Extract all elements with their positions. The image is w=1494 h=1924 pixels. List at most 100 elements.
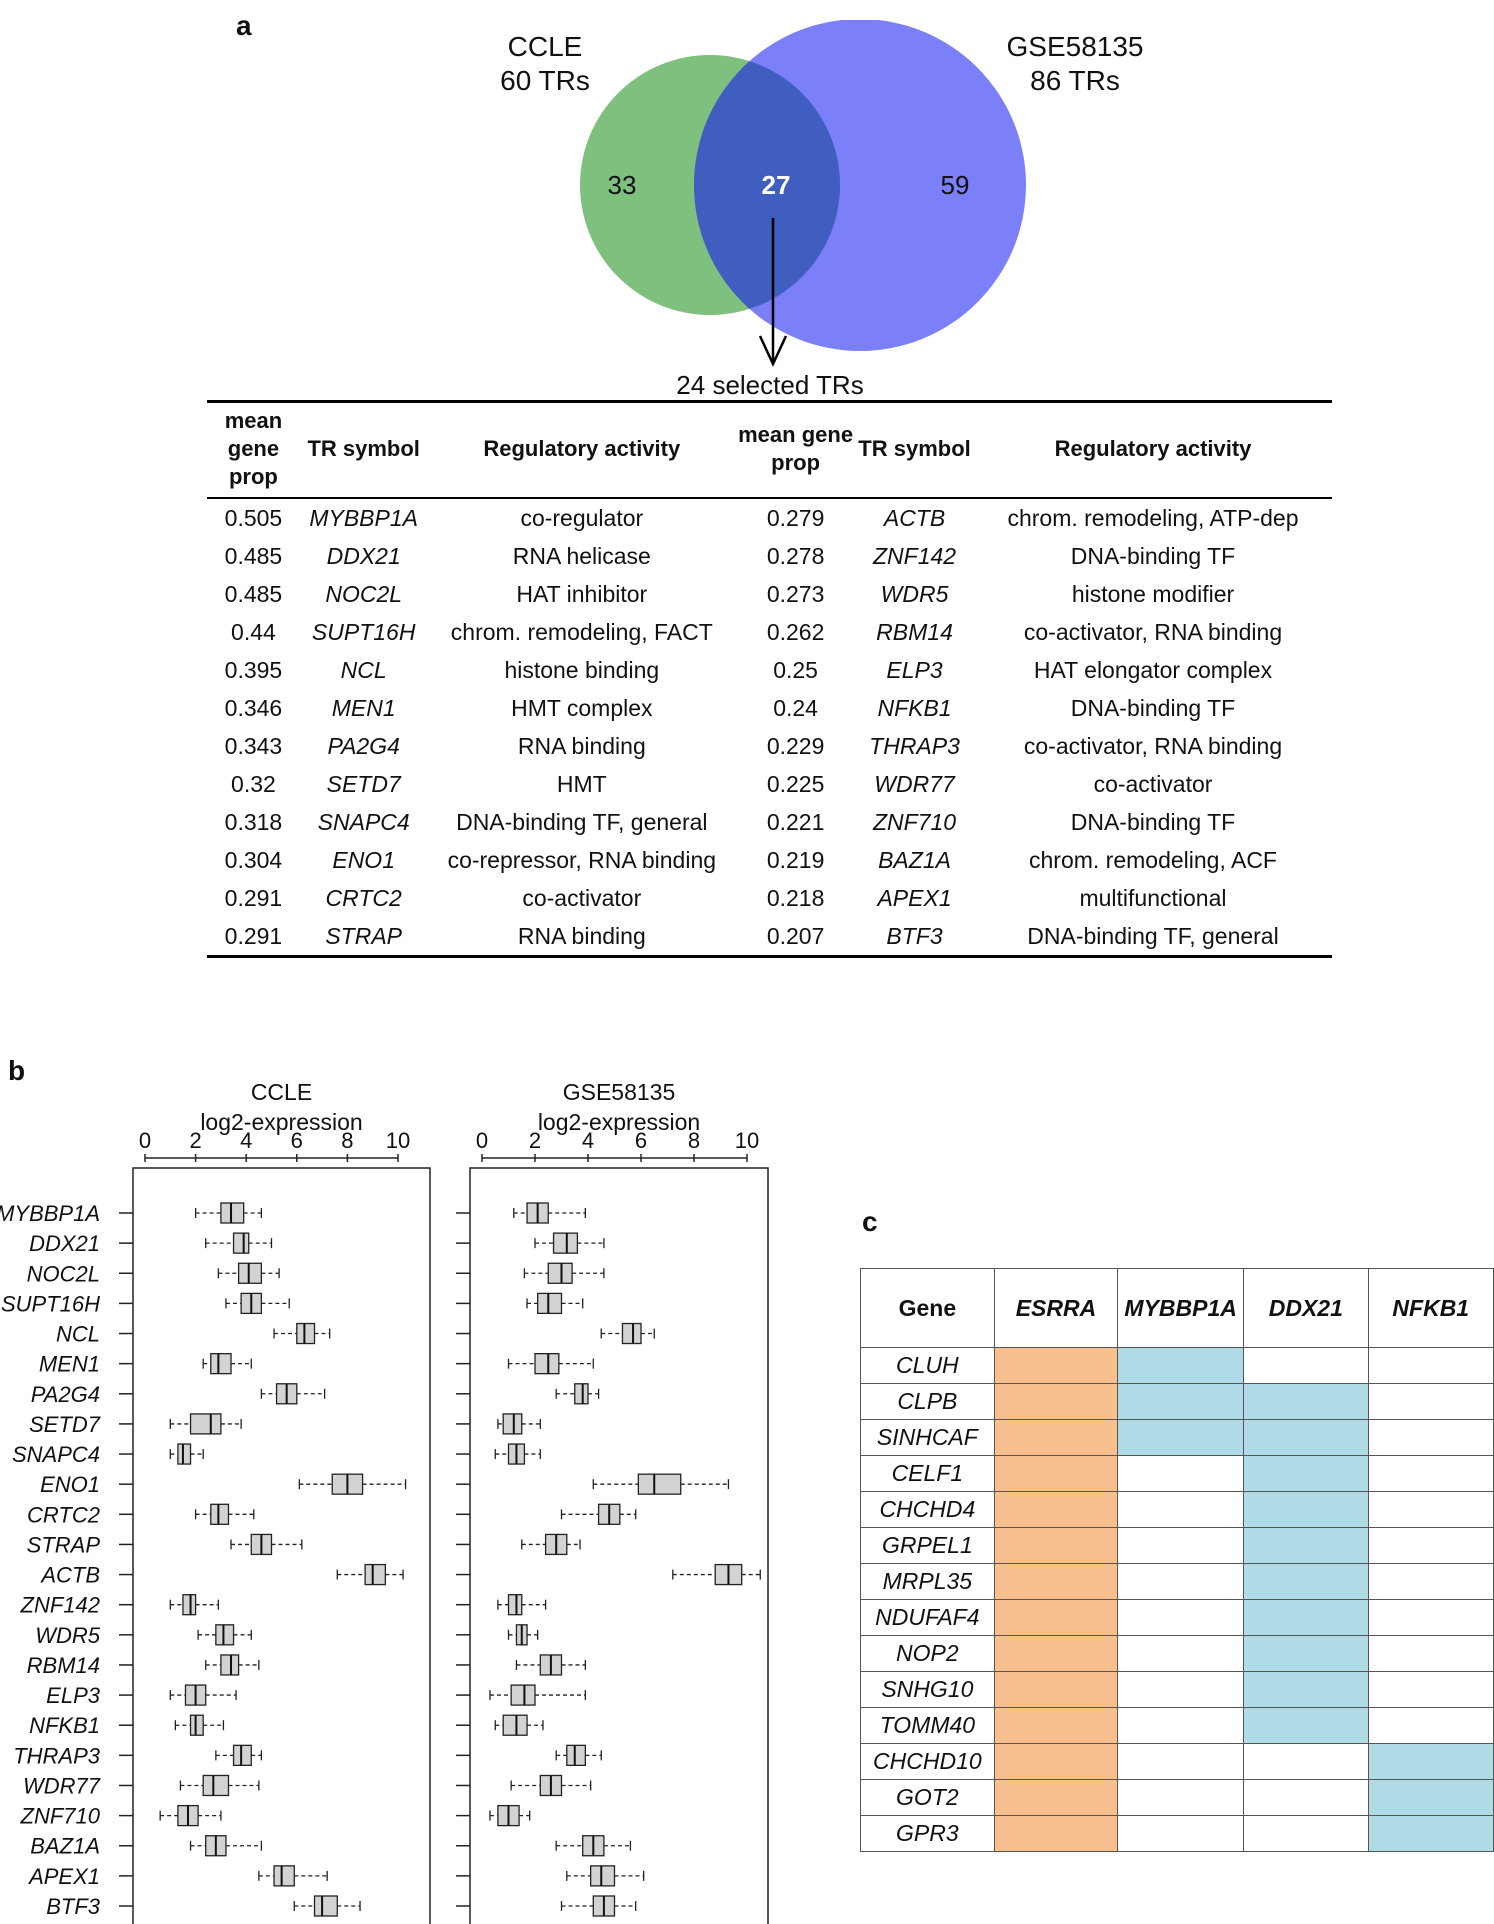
cell-regulatory-activity-2: DNA-binding TF xyxy=(1070,808,1236,835)
boxplot-chart: MYBBP1A DDX21 NOC2L SUPT16H NCL MEN1 PA2G4 SETD… xyxy=(0,1079,769,1924)
boxplot-frame xyxy=(132,1167,431,1924)
boxplot-category-label: MYBBP1A xyxy=(0,1201,100,1226)
cell-tr-symbol: PA2G4 xyxy=(327,732,400,759)
cell-tr-symbol: ENO1 xyxy=(332,846,395,873)
cell-regulatory-activity-2: histone modifier xyxy=(1071,580,1235,607)
target-mark-cell xyxy=(1243,1671,1369,1708)
tr-table-row: 0.395 NCL histone binding 0.25 ELP3 HAT elong… xyxy=(207,651,1332,689)
target-mark-cell xyxy=(993,1779,1119,1816)
target-mark-cell xyxy=(1243,1563,1369,1600)
gene-table-row: CLUH xyxy=(860,1347,1494,1384)
header-tr-symbol-2: TR symbol xyxy=(855,400,974,499)
target-mark-cell xyxy=(1367,1491,1494,1528)
venn-arrow-head xyxy=(758,335,788,367)
target-mark-cell xyxy=(1243,1635,1369,1672)
target-mark-cell xyxy=(1367,1527,1494,1564)
gene-table-row: SNHG10 xyxy=(860,1671,1494,1708)
venn-right-only-count: 59 xyxy=(941,170,970,200)
cell-mean-gene-prop: 0.291 xyxy=(207,917,300,958)
box xyxy=(177,1443,192,1465)
cell-mean-gene-prop-2: 0.25 xyxy=(773,656,818,683)
cell-tr-symbol-2: THRAP3 xyxy=(869,732,960,759)
x-tick-label: 4 xyxy=(240,1128,252,1153)
cell-mean-gene-prop-2: 0.278 xyxy=(766,542,825,569)
tr-table-row: 0.44 SUPT16H chrom. remodeling, FACT 0.262 R… xyxy=(207,613,1332,651)
venn-left-only-count: 33 xyxy=(608,170,637,200)
cell-mean-gene-prop-2: 0.221 xyxy=(766,808,825,835)
cell-tr-symbol: CRTC2 xyxy=(325,884,402,911)
cell-tr-symbol-2: ZNF142 xyxy=(872,542,957,569)
cell-regulatory-activity-2: multifunctional xyxy=(1079,884,1227,911)
tr-table-row: 0.304 ENO1 co-repressor, RNA binding 0.219 B… xyxy=(207,841,1332,879)
tr-table: mean gene prop TR symbol Regulatory acti… xyxy=(207,400,1332,958)
cell-regulatory-activity: RNA binding xyxy=(427,917,737,958)
cell-tr-symbol-2: RBM14 xyxy=(876,618,953,645)
cell-tr-symbol-2: ELP3 xyxy=(886,656,943,683)
tr-table-row: 0.32 SETD7 HMT 0.225 WDR77 co-activator xyxy=(207,765,1332,803)
box xyxy=(232,1232,250,1254)
header-ddx21: DDX21 xyxy=(1243,1268,1369,1348)
gene-table-row: SINHCAF xyxy=(860,1419,1494,1456)
cell-mean-gene-prop: 0.485 xyxy=(224,580,283,607)
boxplot-category-label: SUPT16H xyxy=(1,1291,100,1316)
target-mark-cell xyxy=(1117,1527,1245,1564)
target-mark-cell xyxy=(1117,1563,1245,1600)
cell-tr-symbol: MEN1 xyxy=(331,694,396,721)
target-mark-cell xyxy=(1367,1779,1494,1816)
venn-left-name: CCLE xyxy=(507,31,583,62)
boxplot-category-label: BTF3 xyxy=(46,1894,101,1919)
tr-table-row: 0.291 CRTC2 co-activator 0.218 APEX1 multifun… xyxy=(207,879,1332,917)
target-mark-cell xyxy=(993,1671,1119,1708)
target-mark-cell xyxy=(993,1347,1119,1384)
target-mark-cell xyxy=(1367,1707,1494,1744)
box xyxy=(502,1413,523,1435)
target-mark-cell xyxy=(1117,1491,1245,1528)
target-mark-cell xyxy=(993,1383,1119,1420)
panel-c-label: c xyxy=(862,1206,878,1237)
target-mark-cell xyxy=(1117,1419,1245,1456)
boxplot-category-label: SETD7 xyxy=(29,1412,101,1437)
gene-name-cell: GOT2 xyxy=(860,1779,995,1816)
box xyxy=(189,1413,222,1435)
boxplot-category-label: DDX21 xyxy=(29,1231,100,1256)
cell-regulatory-activity: co-repressor, RNA binding xyxy=(447,846,717,873)
target-mark-cell xyxy=(1117,1455,1245,1492)
header-mean-gene-prop: mean gene prop xyxy=(207,400,300,499)
venn-right-name: GSE58135 xyxy=(1006,31,1144,62)
target-mark-cell xyxy=(1243,1491,1369,1528)
target-mark-cell xyxy=(1243,1455,1369,1492)
gene-name-cell: NDUFAF4 xyxy=(860,1599,995,1636)
venn-overlap-region xyxy=(694,55,840,315)
cell-mean-gene-prop: 0.505 xyxy=(224,504,283,531)
cell-tr-symbol: NCL xyxy=(340,656,387,683)
boxplot-category-label: THRAP3 xyxy=(13,1743,101,1768)
gene-name-cell: CHCHD10 xyxy=(860,1743,995,1780)
cell-regulatory-activity: RNA helicase xyxy=(512,542,651,569)
boxplot-category-label: ZNF710 xyxy=(20,1804,101,1829)
box xyxy=(552,1232,579,1254)
box xyxy=(215,1624,235,1646)
box xyxy=(566,1744,586,1766)
boxplot-category-label: PA2G4 xyxy=(31,1382,100,1407)
boxplot-title-line1: GSE58135 xyxy=(563,1079,676,1105)
cell-mean-gene-prop: 0.44 xyxy=(231,618,276,645)
header-nfkb1: NFKB1 xyxy=(1367,1268,1494,1348)
cell-tr-symbol: STRAP xyxy=(299,917,428,958)
box xyxy=(637,1473,682,1495)
cell-tr-symbol-2: WDR5 xyxy=(880,580,949,607)
box xyxy=(210,1503,230,1525)
gene-name-cell: CLPB xyxy=(860,1383,995,1420)
tr-table-header: mean gene prop TR symbol Regulatory acti… xyxy=(207,400,1332,499)
cell-mean-gene-prop: 0.291 xyxy=(224,884,283,911)
boxplot-category-label: STRAP xyxy=(27,1532,101,1557)
tr-table-row: 0.485 DDX21 RNA helicase 0.278 ZNF142 DNA-bin… xyxy=(207,537,1332,575)
target-mark-cell xyxy=(1243,1815,1369,1852)
target-mark-cell xyxy=(1367,1347,1494,1384)
gene-name-cell: SNHG10 xyxy=(860,1671,995,1708)
boxplot-category-label: WDR77 xyxy=(23,1773,101,1798)
cell-regulatory-activity: co-regulator xyxy=(520,504,644,531)
boxplot-category-label: ELP3 xyxy=(46,1683,101,1708)
cell-mean-gene-prop-2: 0.219 xyxy=(766,846,825,873)
x-tick-label: 8 xyxy=(688,1128,700,1153)
tr-table-row: 0.485 NOC2L HAT inhibitor 0.273 WDR5 histone … xyxy=(207,575,1332,613)
